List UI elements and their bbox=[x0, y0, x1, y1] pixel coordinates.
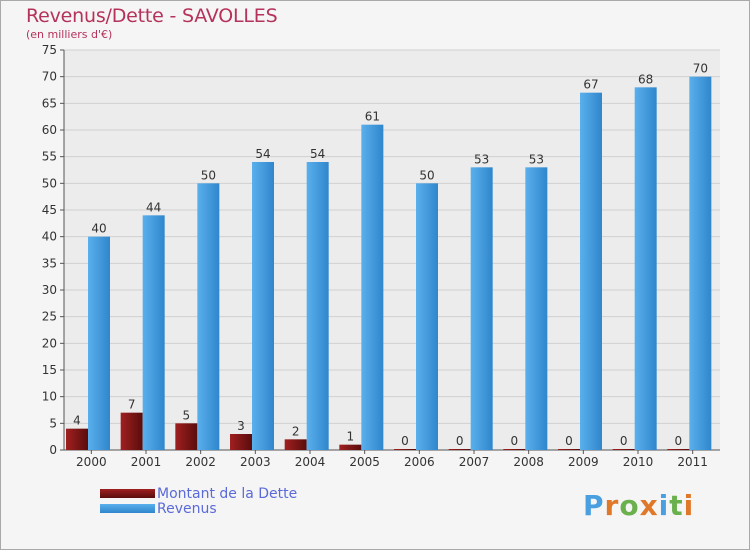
debt-bar bbox=[230, 434, 252, 450]
revenue-bar bbox=[252, 162, 274, 450]
debt-bar bbox=[175, 423, 198, 450]
y-tick-label: 10 bbox=[42, 390, 57, 404]
revenue-value-label: 54 bbox=[310, 147, 325, 161]
debt-value-label: 0 bbox=[675, 434, 683, 448]
y-tick-label: 70 bbox=[42, 70, 57, 84]
y-tick-label: 15 bbox=[42, 363, 57, 377]
x-tick-label: 2000 bbox=[76, 455, 107, 469]
debt-value-label: 0 bbox=[511, 434, 519, 448]
debt-bar bbox=[667, 449, 690, 450]
revenue-value-label: 50 bbox=[201, 168, 216, 182]
legend-item-revenue: Revenus bbox=[100, 500, 297, 517]
revenue-bar bbox=[361, 124, 384, 451]
x-tick-label: 2001 bbox=[131, 455, 162, 469]
debt-value-label: 2 bbox=[292, 424, 300, 438]
logo-letter: x bbox=[639, 489, 659, 522]
x-tick-label: 2007 bbox=[459, 455, 490, 469]
revenue-value-label: 53 bbox=[529, 152, 544, 166]
logo-letter: t bbox=[669, 489, 684, 522]
debt-value-label: 0 bbox=[620, 434, 628, 448]
legend-swatch-revenue bbox=[100, 504, 155, 513]
revenue-bar bbox=[416, 183, 438, 451]
debt-value-label: 0 bbox=[565, 434, 573, 448]
debt-value-label: 0 bbox=[401, 434, 409, 448]
y-tick-label: 40 bbox=[42, 230, 57, 244]
revenue-value-label: 67 bbox=[583, 78, 598, 92]
revenue-value-label: 53 bbox=[474, 152, 489, 166]
legend-label-debt: Montant de la Dette bbox=[157, 485, 298, 502]
x-tick-label: 2010 bbox=[623, 455, 654, 469]
y-tick-label: 25 bbox=[42, 310, 57, 324]
revenue-bar bbox=[306, 162, 329, 450]
revenue-bar bbox=[470, 167, 493, 451]
debt-bar bbox=[394, 449, 416, 450]
revenue-value-label: 61 bbox=[365, 110, 380, 124]
revenue-bar bbox=[689, 76, 712, 451]
logo-letter: P bbox=[583, 489, 605, 522]
y-tick-label: 5 bbox=[49, 416, 57, 430]
legend-swatch-debt bbox=[100, 489, 155, 498]
revenue-value-label: 50 bbox=[419, 168, 434, 182]
y-tick-label: 55 bbox=[42, 150, 57, 164]
y-tick-label: 45 bbox=[42, 203, 57, 217]
x-tick-label: 2004 bbox=[295, 455, 326, 469]
x-tick-label: 2003 bbox=[240, 455, 271, 469]
debt-bar bbox=[448, 449, 471, 450]
debt-bar bbox=[66, 428, 88, 450]
revenue-bar bbox=[525, 167, 548, 451]
revenue-bar bbox=[634, 87, 657, 450]
revenue-value-label: 44 bbox=[146, 200, 161, 214]
chart-title: Revenus/Dette - SAVOLLES bbox=[26, 5, 278, 27]
y-tick-label: 35 bbox=[42, 256, 57, 270]
legend: Montant de la Dette Revenus bbox=[100, 485, 298, 517]
debt-bar bbox=[284, 439, 307, 450]
revenue-value-label: 40 bbox=[91, 222, 106, 236]
debt-value-label: 1 bbox=[347, 430, 355, 444]
debt-value-label: 3 bbox=[237, 419, 245, 433]
y-tick-label: 0 bbox=[49, 443, 57, 457]
y-tick-label: 75 bbox=[42, 43, 57, 57]
x-tick-label: 2009 bbox=[568, 455, 599, 469]
revenue-bar bbox=[142, 215, 165, 450]
y-tick-label: 30 bbox=[42, 283, 57, 297]
debt-value-label: 7 bbox=[128, 398, 136, 412]
debt-value-label: 4 bbox=[73, 414, 81, 428]
chart-subtitle: (en milliers d'€) bbox=[26, 28, 113, 41]
logo-letter: i bbox=[658, 489, 670, 522]
revenue-bar bbox=[197, 183, 220, 451]
y-tick-label: 65 bbox=[42, 96, 57, 110]
debt-bar bbox=[612, 449, 635, 450]
x-tick-label: 2005 bbox=[349, 455, 380, 469]
proxiti-logo: Proxiti bbox=[583, 489, 694, 522]
debt-bar bbox=[558, 449, 580, 450]
x-tick-label: 2002 bbox=[185, 455, 216, 469]
debt-value-label: 5 bbox=[183, 408, 191, 422]
revenue-value-label: 68 bbox=[638, 72, 653, 86]
revenue-bar bbox=[88, 236, 110, 450]
legend-item-debt: Montant de la Dette bbox=[100, 485, 298, 502]
y-tick-label: 50 bbox=[42, 176, 57, 190]
revenue-value-label: 54 bbox=[255, 147, 270, 161]
logo-letter: i bbox=[683, 489, 695, 522]
debt-bar bbox=[120, 412, 143, 450]
logo-letter: o bbox=[619, 489, 640, 522]
logo-letter: r bbox=[604, 489, 620, 522]
debt-bar bbox=[503, 449, 526, 450]
plot-area bbox=[64, 50, 720, 450]
x-tick-label: 2011 bbox=[677, 455, 708, 469]
x-tick-label: 2006 bbox=[404, 455, 435, 469]
legend-label-revenue: Revenus bbox=[157, 500, 217, 517]
revenue-bar bbox=[580, 92, 602, 451]
revenue-value-label: 70 bbox=[693, 62, 708, 76]
y-tick-label: 20 bbox=[42, 336, 57, 350]
x-tick-label: 2008 bbox=[513, 455, 544, 469]
y-tick-label: 60 bbox=[42, 123, 57, 137]
debt-value-label: 0 bbox=[456, 434, 464, 448]
debt-bar bbox=[339, 444, 362, 450]
